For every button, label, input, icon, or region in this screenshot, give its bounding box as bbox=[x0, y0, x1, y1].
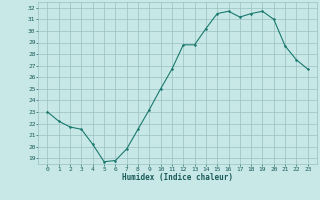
X-axis label: Humidex (Indice chaleur): Humidex (Indice chaleur) bbox=[122, 173, 233, 182]
